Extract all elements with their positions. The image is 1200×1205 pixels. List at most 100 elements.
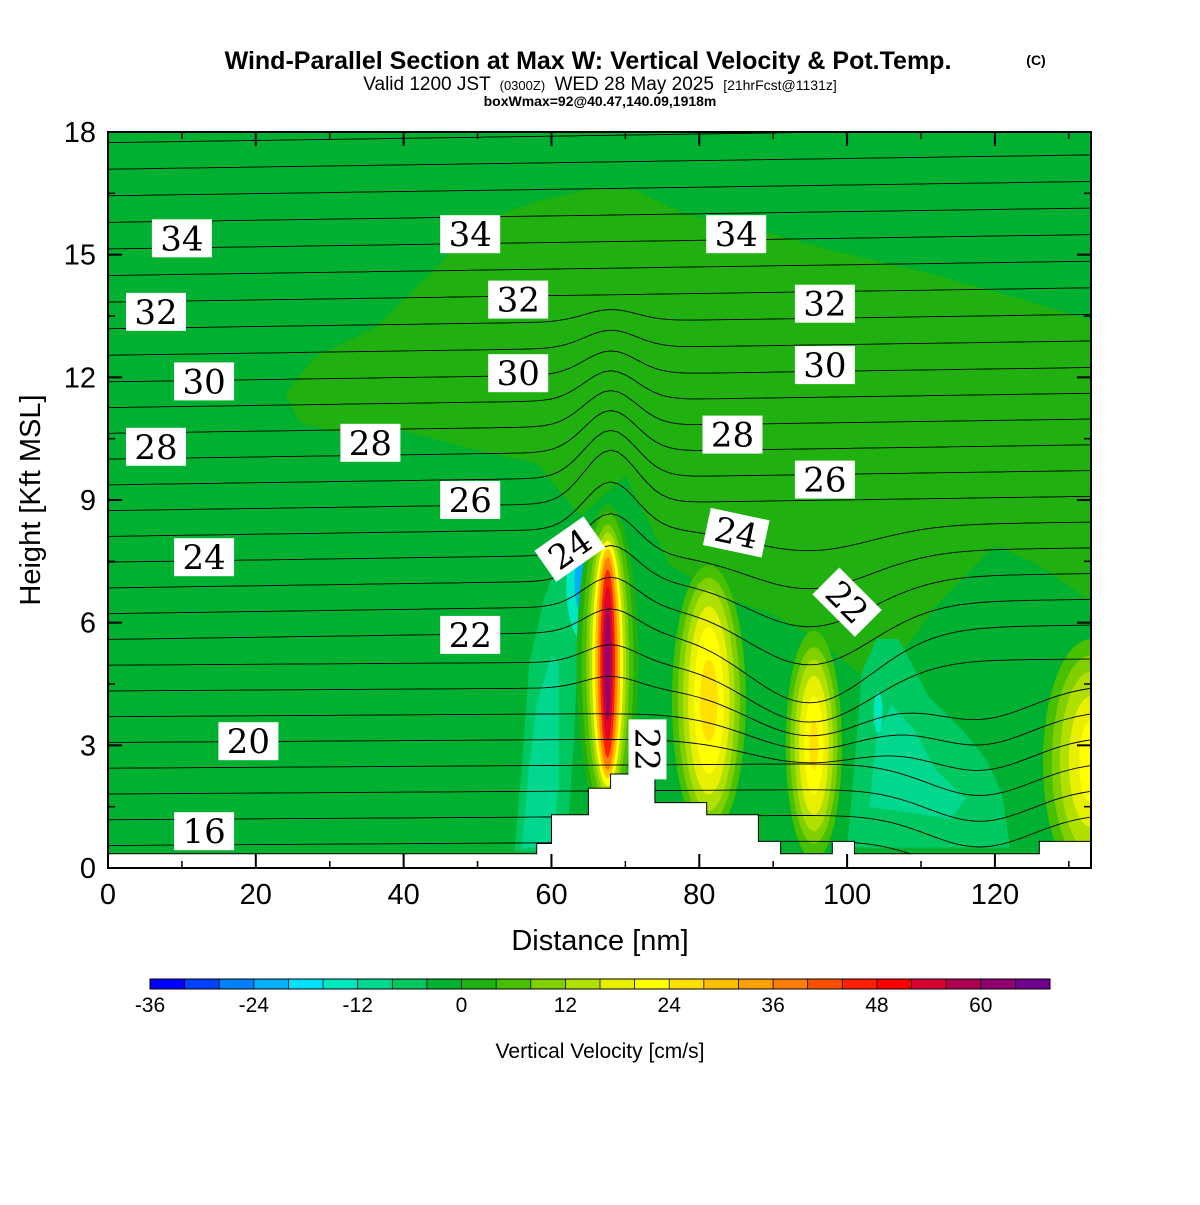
- colorbar-tick-label: 12: [554, 994, 577, 1017]
- theta-contour-6: [108, 675, 1091, 737]
- theta-contour-19: [108, 329, 1091, 356]
- colorbar-swatch: [738, 979, 774, 989]
- contour-label-text: 20: [227, 722, 270, 762]
- colorbar-swatch: [807, 979, 843, 989]
- contour-label-text: 34: [449, 215, 492, 255]
- colorbar-tick-label: 24: [658, 994, 682, 1017]
- theta-contour-27: [108, 132, 868, 144]
- theta-contour-8: [108, 608, 1091, 704]
- contour-label-2: 34: [706, 215, 767, 255]
- colorbar-swatch: [496, 979, 532, 989]
- colorbar-tick-label: -12: [343, 994, 373, 1017]
- y-tick-label: 18: [64, 117, 96, 149]
- colorbar-swatch: [703, 979, 739, 989]
- forecast-info: [21hrFcst@1131z]: [723, 77, 837, 93]
- contour-label-0: 34: [151, 219, 212, 259]
- theta-contour-13: [108, 449, 1091, 512]
- colorbar-swatch: [876, 979, 913, 989]
- contour-label-text: 30: [803, 346, 846, 386]
- theta-contour-17: [108, 370, 1091, 409]
- contour-label-6: 30: [174, 362, 235, 402]
- contour-label-text: 28: [711, 416, 754, 456]
- contour-label-text: 28: [349, 424, 392, 464]
- colorbar-swatch: [1015, 979, 1051, 989]
- contour-label-4: 32: [488, 280, 549, 321]
- contour-label-7: 30: [488, 354, 549, 394]
- y-tick-label: 3: [80, 730, 96, 762]
- colorbar-tick-label: 0: [456, 994, 468, 1017]
- contour-label-text: 24: [711, 510, 762, 558]
- theta-contour-26: [108, 154, 1091, 170]
- x-tick-label: 60: [535, 879, 567, 911]
- theta-contour-22: [108, 260, 1091, 276]
- contour-label-text: 26: [803, 461, 846, 501]
- colorbar-swatch: [600, 979, 636, 989]
- contour-label-text: 32: [134, 293, 177, 333]
- contour-label-text: 22: [449, 616, 492, 656]
- colorbar-swatch: [565, 979, 601, 989]
- contour-label-10: 28: [340, 423, 401, 464]
- contour-label-5: 32: [794, 284, 855, 325]
- contour-label-text: 34: [160, 219, 203, 259]
- contour-label-3: 32: [126, 292, 186, 333]
- colorbar-swatch: [392, 979, 428, 989]
- colorbar-label: Vertical Velocity [cm/s]: [496, 1040, 705, 1063]
- contour-label-text: 24: [182, 538, 225, 578]
- copyright-mark: (C): [1026, 52, 1045, 68]
- theta-contour-21: [108, 287, 1091, 303]
- colorbar-swatch: [357, 979, 393, 989]
- colorbar-swatch: [669, 979, 705, 989]
- colorbar-swatch: [946, 979, 982, 989]
- x-tick-label: 120: [971, 879, 1019, 911]
- colorbar-tick-label: 60: [969, 994, 992, 1017]
- theta-contours: [108, 132, 1091, 868]
- downdraft-left-mid: [521, 655, 559, 848]
- contour-label-11: 28: [702, 415, 763, 456]
- colorbar-swatch: [773, 979, 809, 989]
- contour-label-17: 22: [440, 615, 501, 656]
- colorbar-swatch: [323, 979, 359, 989]
- terrain: [107, 773, 1092, 869]
- colorbar-swatch: [842, 979, 878, 989]
- contour-label-20: 20: [218, 722, 279, 762]
- contour-label-13: 26: [794, 460, 855, 501]
- contour-label-text: 28: [134, 428, 177, 468]
- y-tick-label: 12: [64, 362, 96, 394]
- theta-contour-5: [108, 713, 1091, 750]
- y-tick-label: 0: [80, 853, 96, 885]
- valid-date: WED 28 May 2025: [554, 74, 713, 95]
- y-tick-label: 15: [64, 240, 96, 272]
- title-block: Wind-Parallel Section at Max W: Vertical…: [225, 47, 1046, 109]
- x-tick-label: 100: [823, 879, 871, 911]
- colorbar-tick-label: 36: [761, 994, 784, 1017]
- y-tick-label: 6: [80, 608, 96, 640]
- colorbar-tick-label: 48: [865, 994, 888, 1017]
- colorbar-swatch: [288, 979, 324, 989]
- valid-utc: (0300Z): [500, 78, 546, 93]
- axes: 0 20 40 60 80 100 120 0 3 6 9 12 15 18: [64, 117, 1092, 911]
- contour-label-19: 22: [627, 719, 667, 780]
- weak-updraft-region: [285, 189, 1091, 689]
- chart-title: Wind-Parallel Section at Max W: Vertical…: [225, 47, 952, 75]
- colorbar-swatch: [426, 979, 463, 989]
- colorbar-swatch: [530, 979, 566, 989]
- contour-label-8: 30: [794, 346, 855, 386]
- colorbar-swatch: [461, 979, 497, 989]
- theta-contour-15: [108, 410, 1091, 460]
- downdraft-right-spot: [873, 692, 883, 734]
- colorbar-swatch: [184, 979, 220, 989]
- contour-label-12: 26: [440, 481, 501, 521]
- contour-label-text: 32: [803, 285, 846, 325]
- theta-contour-12: [108, 481, 1091, 552]
- colorbar-swatch: [634, 979, 670, 989]
- theta-contour-20: [108, 309, 1091, 330]
- contour-label-text: 30: [497, 354, 540, 394]
- colorbar-swatch: [980, 979, 1016, 989]
- contour-label-1: 34: [440, 215, 501, 255]
- theta-contour-9: [108, 576, 1091, 666]
- colorbar-tick-label: -24: [239, 994, 270, 1017]
- contour-label-text: 30: [182, 362, 225, 402]
- contour-label-text: 34: [715, 215, 758, 255]
